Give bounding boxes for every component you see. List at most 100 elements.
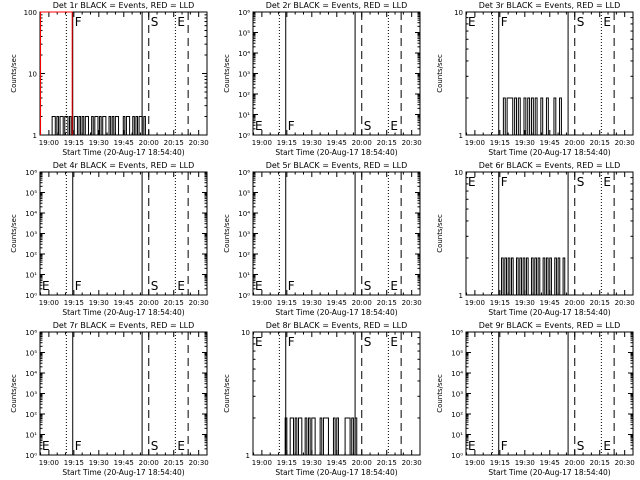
y-tick-label: 10⁴: [25, 210, 37, 218]
marker-label: S: [364, 279, 372, 293]
y-axis-label: Counts/sec: [223, 54, 231, 93]
y-tick-label: 10³: [238, 71, 250, 79]
y-tick-label: 10: [454, 9, 463, 17]
x-tick-label: 20:15: [590, 139, 610, 147]
y-tick-label: 10¹: [25, 272, 37, 280]
x-axis-label: Start Time (20-Aug-17 18:54:40): [488, 308, 610, 317]
x-tick-label: 19:45: [114, 139, 134, 147]
x-axis-label: Start Time (20-Aug-17 18:54:40): [488, 148, 610, 157]
y-tick-label: 10³: [25, 231, 37, 239]
x-axis-label: Start Time (20-Aug-17 18:54:40): [62, 308, 184, 317]
marker-label: E: [603, 175, 611, 189]
panel-det-7r: Det 7r BLACK = Events, RED = LLD 10⁰ 10¹ 10…: [10, 321, 209, 477]
y-tick-label: 1: [246, 452, 250, 460]
x-tick-label: 20:15: [590, 299, 610, 307]
y-tick-label: 10⁵: [25, 190, 37, 198]
x-tick-label: 20:15: [377, 459, 397, 467]
x-tick-label: 19:45: [540, 139, 560, 147]
left-marker-label: E: [255, 335, 263, 349]
panel-det-8r: Det 8r BLACK = Events, RED = LLD 1 10 Count…: [223, 321, 422, 477]
x-tick-label: 20:00: [139, 459, 159, 467]
y-tick-label: 10⁰: [238, 132, 250, 140]
x-tick-label: 19:30: [515, 299, 535, 307]
x-tick-label: 19:30: [302, 139, 322, 147]
y-axis-label: Counts/sec: [223, 374, 231, 413]
y-tick-label: 10⁵: [238, 190, 250, 198]
panel-title: Det 4r BLACK = Events, RED = LLD: [53, 161, 195, 170]
x-tick-label: 19:00: [252, 299, 272, 307]
x-tick-label: 19:30: [302, 459, 322, 467]
x-tick-label: 20:15: [377, 299, 397, 307]
x-tick-label: 19:30: [89, 139, 109, 147]
y-axis-label: Counts/sec: [10, 214, 18, 253]
left-marker-label: E: [42, 439, 50, 453]
x-tick-label: 19:15: [277, 139, 297, 147]
panel-title: Det 8r BLACK = Events, RED = LLD: [266, 321, 408, 330]
marker-label: E: [177, 15, 185, 29]
marker-label: S: [577, 175, 585, 189]
x-tick-label: 19:00: [252, 139, 272, 147]
y-axis-label: Counts/sec: [223, 214, 231, 253]
marker-label: F: [288, 119, 295, 133]
y-tick-label: 10⁰: [451, 452, 463, 460]
y-tick-label: 10⁶: [25, 329, 37, 337]
marker-label: F: [501, 175, 508, 189]
y-tick-label: 10⁴: [451, 370, 463, 378]
x-axis-label: Start Time (20-Aug-17 18:54:40): [275, 468, 397, 477]
marker-label: F: [288, 335, 295, 349]
left-marker-label: E: [468, 15, 476, 29]
marker-label: E: [390, 335, 398, 349]
panel-det-4r: Det 4r BLACK = Events, RED = LLD 10⁰ 10¹ 10…: [10, 161, 209, 317]
y-axis-label: Counts/sec: [10, 54, 18, 93]
y-tick-label: 10⁵: [25, 350, 37, 358]
y-tick-label: 10⁰: [25, 452, 37, 460]
marker-label: F: [288, 279, 295, 293]
x-tick-label: 19:00: [465, 459, 485, 467]
panel-title: Det 2r BLACK = Events, RED = LLD: [266, 1, 408, 10]
marker-label: S: [151, 15, 159, 29]
panel-title: Det 6r BLACK = Events, RED = LLD: [479, 161, 621, 170]
x-axis-label: Start Time (20-Aug-17 18:54:40): [275, 148, 397, 157]
x-tick-label: 20:30: [402, 299, 422, 307]
x-tick-label: 19:45: [327, 299, 347, 307]
marker-label: S: [364, 119, 372, 133]
panel-det-9r: Det 9r BLACK = Events, RED = LLD 10⁰ 10¹ 10…: [436, 321, 635, 477]
y-tick-label: 10: [454, 169, 463, 177]
y-tick-label: 10⁰: [238, 292, 250, 300]
x-tick-label: 20:00: [565, 299, 585, 307]
y-tick-label: 10¹: [238, 272, 250, 280]
y-tick-label: 10¹: [451, 432, 463, 440]
marker-label: E: [177, 279, 185, 293]
panel-det-6r: Det 6r BLACK = Events, RED = LLD 1 10 Count…: [436, 161, 635, 317]
x-tick-label: 19:15: [64, 299, 84, 307]
x-axis-label: Start Time (20-Aug-17 18:54:40): [488, 468, 610, 477]
x-tick-label: 19:45: [327, 139, 347, 147]
x-axis-label: Start Time (20-Aug-17 18:54:40): [62, 468, 184, 477]
y-tick-label: 10¹: [238, 112, 250, 120]
plot-frame: [465, 331, 634, 456]
panel-det-5r: Det 5r BLACK = Events, RED = LLD 10⁰ 10¹ 10…: [223, 161, 422, 317]
x-tick-label: 19:15: [490, 139, 510, 147]
x-tick-label: 20:00: [139, 299, 159, 307]
marker-label: E: [603, 15, 611, 29]
x-tick-label: 20:30: [402, 459, 422, 467]
left-marker-label: E: [468, 439, 476, 453]
series-events: [499, 257, 567, 296]
panel-title: Det 1r BLACK = Events, RED = LLD: [53, 1, 195, 10]
y-tick-label: 10⁶: [238, 169, 250, 177]
marker-label: S: [577, 439, 585, 453]
x-tick-label: 19:30: [515, 459, 535, 467]
x-tick-label: 20:00: [565, 139, 585, 147]
panel-title: Det 3r BLACK = Events, RED = LLD: [479, 1, 621, 10]
y-tick-label: 10⁴: [238, 50, 250, 58]
x-tick-label: 20:30: [189, 299, 209, 307]
x-tick-label: 19:15: [277, 459, 297, 467]
y-tick-label: 10⁶: [25, 169, 37, 177]
plot-frame: [252, 171, 421, 296]
panel-title: Det 7r BLACK = Events, RED = LLD: [53, 321, 195, 330]
x-axis-label: Start Time (20-Aug-17 18:54:40): [275, 308, 397, 317]
marker-label: F: [75, 279, 82, 293]
y-tick-label: 10²: [238, 251, 250, 259]
marker-label: E: [603, 439, 611, 453]
series-events: [283, 417, 359, 456]
